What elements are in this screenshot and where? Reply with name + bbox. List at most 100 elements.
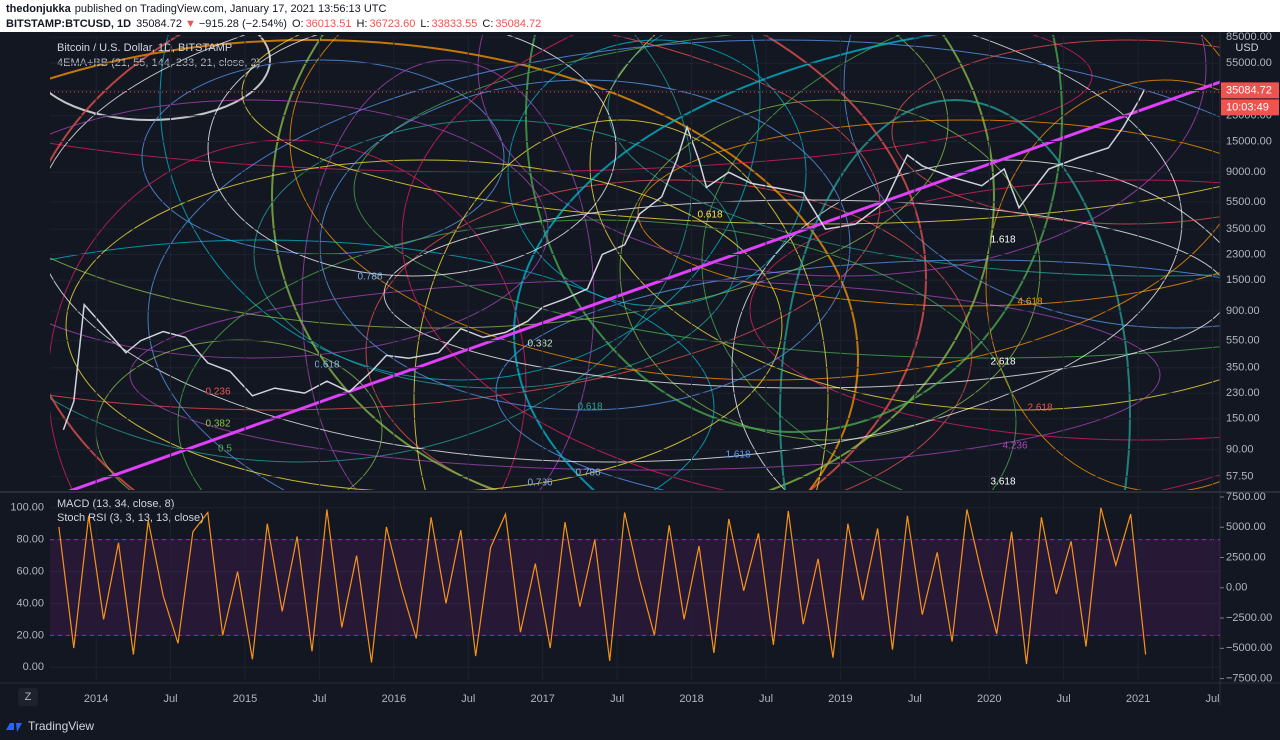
x-tick-label: Jul [461,693,475,705]
fib-arc [607,35,1220,277]
y-tick-label: 80.00 [16,534,44,546]
price-marker [1221,82,1279,99]
y-tick-label: 100.00 [10,502,44,514]
countdown-box [1221,99,1279,116]
y-tick-label: 230.00 [1226,387,1260,399]
fib-arc [159,35,761,381]
y2-tick-label: 5000.00 [1226,521,1266,533]
fib-arc [495,259,1220,490]
fib-label: 0.786 [575,468,600,479]
y2-tick-label: −2500.00 [1226,612,1272,624]
low-label: L: [420,18,429,30]
x-tick-label: 2015 [233,693,257,705]
fib-arc [353,35,1220,359]
fib-arc [701,35,904,490]
fib-arc [985,79,1220,490]
chart-title: Bitcoin / U.S. Dollar, 1D, BITSTAMP [57,42,232,54]
fib-label: 0.618 [314,360,339,371]
published: published on TradingView.com, January 17… [75,3,387,15]
fib-arc [50,39,859,490]
y-tick-label: 90.00 [1226,443,1254,455]
y2-tick-label: −7500.00 [1226,672,1272,684]
fib-arc [401,35,1220,490]
indicator-label: MACD (13, 34, close, 8) [57,498,174,510]
fib-arc [65,159,783,490]
fib-label: 0.236 [205,387,230,398]
x-tick-label: 2020 [977,693,1001,705]
y2-tick-label: −5000.00 [1226,642,1272,654]
fib-arc [619,99,1041,441]
price-marker-label: 35084.72 [1226,84,1272,96]
fib-arc [177,219,1017,490]
y-tick-label: 350.00 [1226,362,1260,374]
fib-arc [383,199,1220,389]
fib-label: 2.618 [990,357,1015,368]
y2-tick-label: 0.00 [1226,582,1247,594]
x-tick-label: 2017 [530,693,554,705]
fib-arc [749,179,1220,441]
x-tick-label: Jul [610,693,624,705]
y-tick-label: 15000.00 [1226,135,1272,147]
countdown: 10:03:49 [1226,101,1269,113]
x-tick-label: Jul [1206,693,1220,705]
x-tick-label: Jul [908,693,922,705]
y2-tick-label: 7500.00 [1226,491,1266,503]
y-tick-label: 57.50 [1226,470,1254,482]
fib-arc [413,119,829,490]
y-tick-label: 20.00 [16,629,44,641]
y-tick-label: 150.00 [1226,413,1260,425]
close-label: C: [482,18,493,30]
y-tick-label: 0.00 [23,661,44,673]
fib-label: 0.786 [357,272,382,283]
high: 36723.60 [369,18,415,30]
y-tick-label: 85000.00 [1226,31,1272,43]
y-tick-label: 55000.00 [1226,57,1272,69]
y-tick-label: 9000.00 [1226,166,1266,178]
y-tick-label: 60.00 [16,565,44,577]
fib-arc [50,35,1183,463]
fib-arc [843,35,1220,329]
fib-label: 0.382 [527,339,552,350]
y-tick-label: 5500.00 [1226,196,1266,208]
fib-label: 1.618 [725,450,750,461]
publish-line: thedonjukka published on TradingView.com,… [6,3,387,15]
low: 33833.55 [432,18,478,30]
fib-label: 4.236 [1002,441,1027,452]
fib-label: 2.618 [1027,403,1052,414]
open-label: O: [292,18,304,30]
fib-arc [271,35,995,490]
fib-arc [207,35,617,277]
quote-line: BITSTAMP:BTCUSD, 1D 35084.72 ▼ −915.28 (−2.… [6,18,541,30]
direction: ▼ [185,18,196,30]
brand-logo [6,723,22,732]
fib-label: 4.618 [1017,297,1042,308]
y-tick-label: 40.00 [16,597,44,609]
fib-arc [507,39,807,307]
fib-arc [779,99,1131,490]
fib-arc [289,35,1220,381]
x-tick-label: 2014 [84,693,108,705]
series-line [58,507,1147,665]
y-tick-label: 900.00 [1226,305,1260,317]
fib-arc [50,239,715,490]
x-tick-label: 2019 [828,693,852,705]
fib-label: 0.618 [577,402,602,413]
header-bar [0,0,1280,32]
zoom-button[interactable] [18,688,38,706]
change: −915.28 (−2.54%) [199,18,287,30]
fib-arc [637,119,1220,307]
indicator-label: Stoch RSI (3, 3, 13, 13, close) [57,512,204,524]
y-tick-label: 2300.00 [1226,248,1266,260]
fib-label: 0.618 [697,210,722,221]
fib-arc [891,39,1220,225]
footer-bar [0,715,1280,740]
fib-arc [319,79,851,411]
brand: TradingView [28,719,94,733]
x-tick-label: Jul [312,693,326,705]
y-tick-label: 3500.00 [1226,223,1266,235]
y2-tick-label: 2500.00 [1226,551,1266,563]
x-tick-label: Jul [759,693,773,705]
x-tick-label: 2021 [1126,693,1150,705]
zoom-button-label[interactable]: Z [25,691,32,703]
